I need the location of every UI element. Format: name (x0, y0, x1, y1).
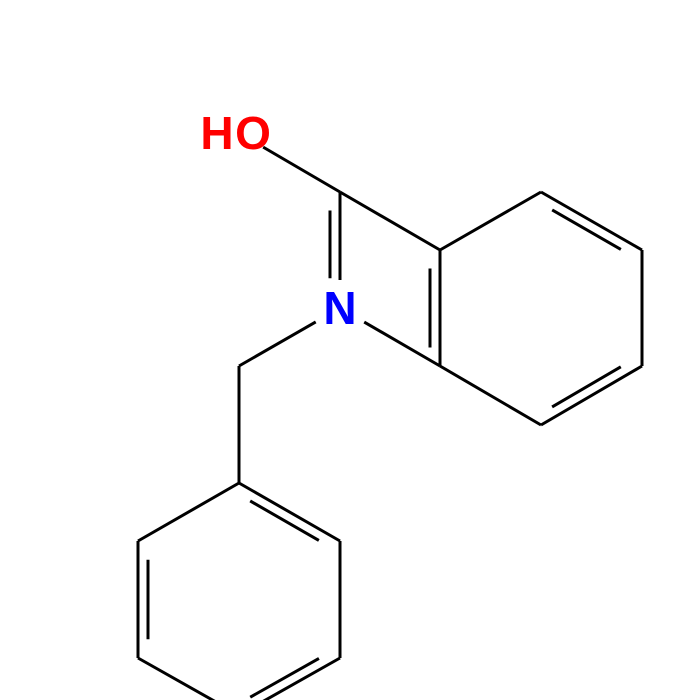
atom-label-n: N (323, 282, 356, 334)
bond (239, 322, 316, 366)
bond (263, 147, 340, 192)
bond (340, 192, 440, 250)
bond (440, 192, 541, 250)
bond (552, 210, 621, 249)
bond (138, 483, 239, 541)
bond (138, 658, 239, 700)
bond (250, 501, 319, 540)
bond (552, 367, 621, 407)
bond (541, 192, 642, 250)
molecule-diagram: HO N (0, 0, 700, 700)
bond (541, 366, 642, 425)
atom-label-oh: HO (200, 107, 271, 159)
bond (239, 483, 340, 541)
svg-text:H: H (200, 107, 233, 159)
svg-text:O: O (235, 107, 271, 159)
bond (250, 658, 319, 697)
bond (440, 366, 541, 425)
